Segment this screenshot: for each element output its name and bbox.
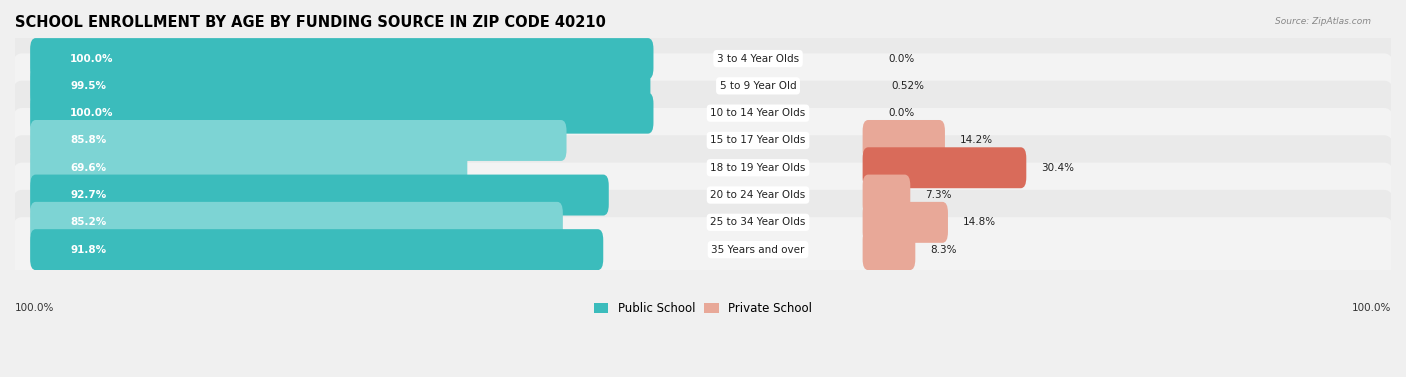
FancyBboxPatch shape [11,135,1395,200]
FancyBboxPatch shape [11,190,1395,255]
Text: 92.7%: 92.7% [70,190,107,200]
FancyBboxPatch shape [30,147,467,188]
FancyBboxPatch shape [30,229,603,270]
Text: 99.5%: 99.5% [70,81,105,91]
Text: 30.4%: 30.4% [1042,163,1074,173]
Text: 0.0%: 0.0% [889,108,915,118]
FancyBboxPatch shape [30,38,654,79]
FancyBboxPatch shape [30,120,567,161]
FancyBboxPatch shape [11,26,1395,91]
Text: 35 Years and over: 35 Years and over [711,245,804,254]
Text: 69.6%: 69.6% [70,163,107,173]
Text: 7.3%: 7.3% [925,190,952,200]
FancyBboxPatch shape [863,147,1026,188]
FancyBboxPatch shape [11,217,1395,282]
Text: 20 to 24 Year Olds: 20 to 24 Year Olds [710,190,806,200]
FancyBboxPatch shape [863,202,948,243]
FancyBboxPatch shape [30,202,562,243]
FancyBboxPatch shape [30,65,651,106]
Text: 91.8%: 91.8% [70,245,107,254]
Text: 5 to 9 Year Old: 5 to 9 Year Old [720,81,796,91]
FancyBboxPatch shape [11,108,1395,173]
Text: 18 to 19 Year Olds: 18 to 19 Year Olds [710,163,806,173]
Text: SCHOOL ENROLLMENT BY AGE BY FUNDING SOURCE IN ZIP CODE 40210: SCHOOL ENROLLMENT BY AGE BY FUNDING SOUR… [15,15,606,30]
Text: 100.0%: 100.0% [70,54,114,64]
Text: 0.52%: 0.52% [891,81,924,91]
Text: 100.0%: 100.0% [1351,303,1391,313]
FancyBboxPatch shape [11,81,1395,146]
FancyBboxPatch shape [863,175,910,216]
Text: Source: ZipAtlas.com: Source: ZipAtlas.com [1275,17,1371,26]
Text: 100.0%: 100.0% [15,303,55,313]
Text: 10 to 14 Year Olds: 10 to 14 Year Olds [710,108,806,118]
Text: 15 to 17 Year Olds: 15 to 17 Year Olds [710,135,806,146]
Text: 14.2%: 14.2% [960,135,993,146]
Text: 85.2%: 85.2% [70,218,107,227]
Text: 25 to 34 Year Olds: 25 to 34 Year Olds [710,218,806,227]
Text: 0.0%: 0.0% [889,54,915,64]
Text: 100.0%: 100.0% [70,108,114,118]
FancyBboxPatch shape [11,162,1395,228]
FancyBboxPatch shape [11,54,1395,118]
Text: 85.8%: 85.8% [70,135,107,146]
Legend: Public School, Private School: Public School, Private School [593,302,813,315]
Text: 14.8%: 14.8% [963,218,997,227]
FancyBboxPatch shape [863,120,945,161]
Text: 3 to 4 Year Olds: 3 to 4 Year Olds [717,54,799,64]
FancyBboxPatch shape [863,229,915,270]
Text: 8.3%: 8.3% [931,245,957,254]
FancyBboxPatch shape [30,93,654,133]
FancyBboxPatch shape [30,175,609,216]
